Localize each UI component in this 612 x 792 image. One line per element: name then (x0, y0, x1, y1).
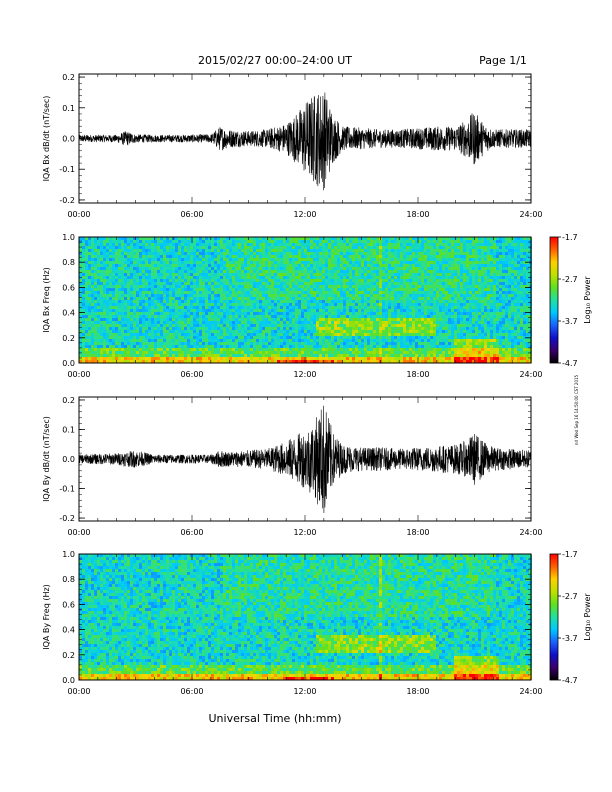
y-tick-label: 0.8 (62, 258, 75, 267)
y-tick-label: 0.1 (62, 104, 75, 113)
x-tick-label: 24:00 (519, 370, 542, 379)
x-tick-label: 12:00 (293, 210, 316, 219)
x-tick-label: 06:00 (180, 370, 203, 379)
x-tick-label: 00:00 (67, 370, 90, 379)
y-tick-label: -0.1 (59, 485, 75, 494)
colorbar-label: Log₁₀ Power (583, 593, 592, 641)
y-axis-label: IQA Bx dB/dt (nT/sec) (42, 96, 51, 182)
x-tick-label: 00:00 (67, 528, 90, 537)
y-tick-label: 0.4 (62, 309, 75, 318)
y-tick-label: 0.0 (62, 359, 75, 368)
x-tick-label: 24:00 (519, 210, 542, 219)
figure-title: 2015/02/27 00:00–24:00 UT (198, 54, 352, 67)
x-axis-label: Universal Time (hh:mm) (209, 712, 342, 725)
x-tick-label: 24:00 (519, 528, 542, 537)
colorbar-tick-label: -1.7 (562, 550, 578, 559)
y-axis-label: IQA Bx Freq (Hz) (42, 267, 51, 333)
y-tick-label: 0.6 (62, 283, 75, 292)
x-tick-label: 00:00 (67, 210, 90, 219)
x-tick-label: 12:00 (293, 528, 316, 537)
colorbar-tick-label: -2.7 (562, 592, 578, 601)
bx-dbdt-panel: -0.2 -0.1 0.0 0.1 0.2 00:00 06:00 12:00 18:00 24:… (42, 73, 543, 219)
colorbar-tick-label: -3.7 (562, 634, 578, 643)
spectrogram-cells (79, 554, 532, 680)
x-tick-label: 12:00 (293, 370, 316, 379)
y-tick-label: 0.4 (62, 626, 75, 635)
colorbar (549, 553, 559, 681)
x-tick-label: 12:00 (293, 687, 316, 696)
y-tick-label: 0.2 (62, 334, 75, 343)
x-tick-label: 06:00 (180, 687, 203, 696)
x-tick-label: 00:00 (67, 687, 90, 696)
colorbar-label: Log₁₀ Power (583, 276, 592, 324)
colorbar-tick-label: -1.7 (562, 233, 578, 242)
x-tick-label: 24:00 (519, 687, 542, 696)
y-axis-label: IQA By Freq (Hz) (42, 584, 51, 650)
bx-spectrogram-panel: 0.0 0.2 0.4 0.6 0.8 1.0 00:00 06:00 12:00 18:00 24… (42, 233, 592, 379)
y-tick-label: -0.2 (59, 514, 75, 523)
by-spectrogram-panel: 0.0 0.2 0.4 0.6 0.8 1.0 00:00 06:00 12:00 18:00 24… (42, 550, 592, 696)
x-tick-label: 18:00 (406, 687, 429, 696)
x-tick-label: 18:00 (406, 528, 429, 537)
y-tick-label: 0.8 (62, 575, 75, 584)
x-tick-label: 06:00 (180, 210, 203, 219)
y-tick-label: 1.0 (62, 550, 75, 559)
colorbar-tick-label: -4.7 (562, 359, 578, 368)
colorbar-tick-label: -3.7 (562, 317, 578, 326)
y-tick-label: -0.1 (59, 165, 75, 174)
colorbar-tick-label: -4.7 (562, 676, 578, 685)
x-tick-label: 18:00 (406, 210, 429, 219)
by-dbdt-panel: -0.2 -0.1 0.0 0.1 0.2 00:00 06:00 12:00 18:00 24:… (42, 396, 543, 537)
y-tick-label: 1.0 (62, 233, 75, 242)
colorbar-tick-label: -2.7 (562, 275, 578, 284)
y-tick-label: 0.2 (62, 651, 75, 660)
y-tick-label: 0.0 (62, 135, 75, 144)
side-stamp: nrl Wed Sep 16 14:50:00 CST 2015 (574, 374, 579, 445)
y-tick-label: 0.2 (62, 73, 75, 82)
page-indicator: Page 1/1 (479, 54, 527, 67)
y-tick-label: 0.2 (62, 396, 75, 405)
spectrogram-cells (79, 237, 532, 363)
dbdt-trace (78, 92, 532, 191)
y-tick-label: 0.0 (62, 676, 75, 685)
dbdt-trace (78, 405, 532, 514)
x-tick-label: 06:00 (180, 528, 203, 537)
colorbar (549, 236, 559, 364)
x-tick-label: 18:00 (406, 370, 429, 379)
y-axis-label: IQA By dB/dt (nT/sec) (42, 416, 51, 502)
y-tick-label: 0.1 (62, 425, 75, 434)
y-tick-label: 0.6 (62, 600, 75, 609)
y-tick-label: 0.0 (62, 455, 75, 464)
y-tick-label: -0.2 (59, 196, 75, 205)
